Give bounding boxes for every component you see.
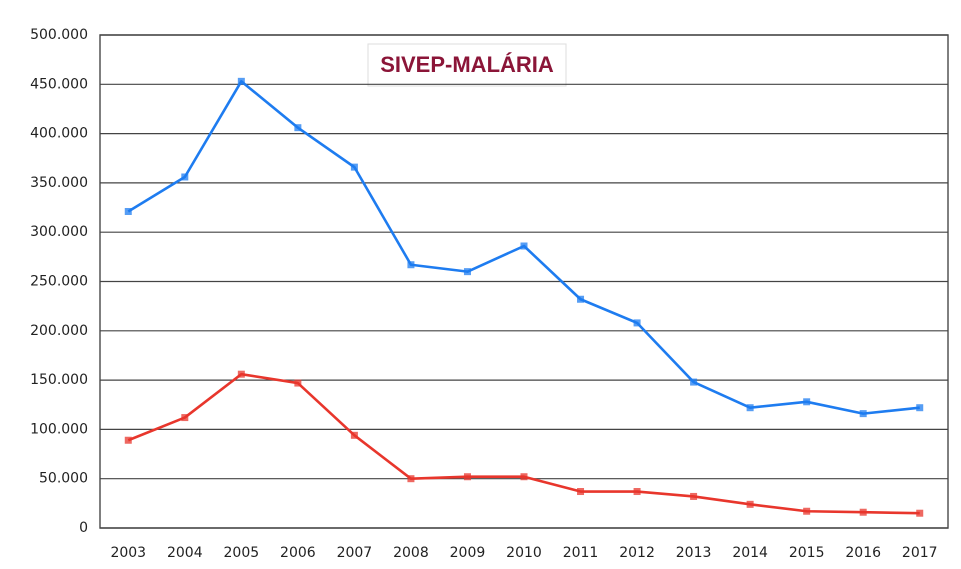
y-tick-label: 250.000	[30, 274, 88, 290]
y-tick-label: 200.000	[30, 323, 88, 339]
point-marker	[350, 431, 358, 439]
point-marker	[407, 261, 415, 269]
point-marker	[803, 398, 811, 406]
point-marker	[577, 295, 585, 303]
x-tick-label: 2005	[224, 545, 260, 561]
point-marker	[463, 268, 471, 276]
x-tick-label: 2013	[676, 545, 712, 561]
chart-title: SIVEP-MALÁRIA	[380, 52, 554, 77]
x-tick-label: 2007	[337, 545, 373, 561]
y-tick-label: 100.000	[30, 421, 88, 437]
title-box	[367, 43, 567, 87]
point-marker	[859, 410, 867, 418]
point-marker	[690, 492, 698, 500]
y-tick-label: 0	[79, 520, 88, 536]
y-tick-label: 350.000	[30, 175, 88, 191]
x-tick-label: 2010	[506, 545, 542, 561]
point-marker	[633, 319, 641, 327]
point-marker	[294, 124, 302, 132]
y-tick-label: 450.000	[30, 76, 88, 92]
point-marker	[690, 378, 698, 386]
point-marker	[803, 507, 811, 515]
point-marker	[577, 488, 585, 496]
y-tick-label: 50.000	[39, 471, 88, 487]
point-marker	[181, 414, 189, 422]
point-marker	[237, 370, 245, 378]
point-marker	[916, 509, 924, 517]
point-marker	[350, 163, 358, 171]
x-tick-label: 2004	[167, 545, 203, 561]
point-marker	[859, 508, 867, 516]
point-marker	[520, 242, 528, 250]
x-tick-label: 2008	[393, 545, 429, 561]
x-tick-label: 2011	[563, 545, 599, 561]
x-tick-label: 2014	[732, 545, 768, 561]
point-marker	[746, 404, 754, 412]
point-marker	[407, 475, 415, 483]
x-tick-label: 2015	[789, 545, 825, 561]
point-marker	[916, 404, 924, 412]
point-marker	[181, 173, 189, 181]
x-tick-label: 2003	[110, 545, 146, 561]
point-marker	[746, 500, 754, 508]
x-tick-label: 2009	[450, 545, 486, 561]
x-tick-label: 2012	[619, 545, 655, 561]
x-tick-label: 2017	[902, 545, 938, 561]
y-tick-label: 300.000	[30, 224, 88, 240]
x-tick-label: 2006	[280, 545, 316, 561]
point-marker	[294, 379, 302, 387]
point-marker	[520, 473, 528, 481]
point-marker	[237, 77, 245, 85]
x-tick-label: 2016	[845, 545, 881, 561]
y-tick-label: 500.000	[30, 27, 88, 43]
point-marker	[463, 473, 471, 481]
point-marker	[633, 488, 641, 496]
y-tick-label: 150.000	[30, 372, 88, 388]
y-tick-label: 400.000	[30, 126, 88, 142]
point-marker	[124, 207, 132, 215]
point-marker	[124, 436, 132, 444]
